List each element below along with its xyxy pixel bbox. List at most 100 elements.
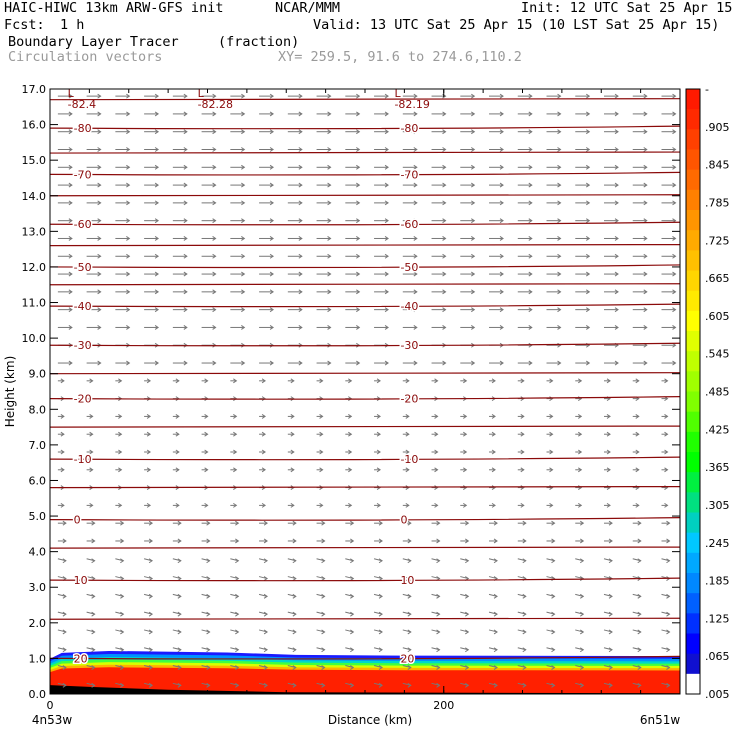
vector-arrow-head xyxy=(68,218,73,224)
y-tick-label: 7.0 xyxy=(29,439,47,452)
colorbar-swatch xyxy=(686,129,700,150)
vector-arrow-head xyxy=(91,611,96,617)
contour-line xyxy=(49,485,681,489)
vector-arrow-head xyxy=(290,467,295,473)
vector-arrow-head xyxy=(413,236,418,241)
vector-arrow-head xyxy=(434,413,439,419)
vector-arrow-head xyxy=(269,360,274,366)
vector-arrow-head xyxy=(319,467,324,473)
vector-arrow-head xyxy=(97,253,102,259)
contour-line xyxy=(49,264,681,269)
vector-arrow-head xyxy=(499,147,504,152)
vector-arrow-head xyxy=(327,271,332,277)
vector-arrow-head xyxy=(405,431,410,437)
vector-arrow-head xyxy=(350,520,355,526)
vector-arrow-head xyxy=(356,93,361,99)
vector-arrow-head xyxy=(148,576,154,581)
vector-arrow-head xyxy=(471,147,476,152)
vector-arrow-head xyxy=(463,502,468,508)
vector-arrow-head xyxy=(528,129,533,135)
vector-arrow-head xyxy=(68,253,73,259)
vector-arrow-head xyxy=(321,665,326,670)
vector-arrow-head xyxy=(643,360,648,366)
vector-arrow-head xyxy=(557,164,562,170)
vector-arrow-head xyxy=(68,325,73,330)
vector-arrow-head xyxy=(579,538,585,544)
colorbar-swatch xyxy=(686,351,700,372)
vector-arrow-head xyxy=(298,360,303,366)
vector-arrow-head xyxy=(183,271,188,277)
vector-arrow-head xyxy=(183,253,188,259)
vector-arrow-head xyxy=(235,665,240,670)
vector-arrow-head xyxy=(60,449,65,455)
vector-arrow-head xyxy=(177,593,182,599)
vector-arrow-head xyxy=(493,520,498,526)
vector-arrow-head xyxy=(579,647,585,653)
vector-arrow-head xyxy=(62,520,67,526)
vector-arrow-head xyxy=(154,111,160,117)
vector-arrow-head xyxy=(126,129,131,135)
vector-arrow-head xyxy=(241,218,246,224)
y-tick-label: 15.0 xyxy=(22,154,47,167)
vector-arrow-head xyxy=(499,218,504,224)
vector-arrow-head xyxy=(263,538,268,544)
vector-arrow-head xyxy=(471,129,476,135)
vector-arrow-head xyxy=(298,164,303,170)
vector-arrow-head xyxy=(491,431,496,437)
vector-arrow-head xyxy=(528,271,533,277)
vector-arrow-head xyxy=(413,218,418,224)
vector-arrow-head xyxy=(614,360,619,366)
vector-arrow-head xyxy=(183,164,188,170)
vector-arrow-head xyxy=(146,449,152,455)
vector-arrow-head xyxy=(204,502,209,508)
vector-arrow-head xyxy=(292,629,297,635)
vector-arrow-head xyxy=(664,431,669,437)
vector-arrow-head xyxy=(557,236,562,241)
colorbar-label: .305 xyxy=(705,499,730,512)
contour-label: -20 xyxy=(74,393,92,406)
vector-arrow-head xyxy=(327,236,332,241)
vector-arrow-head xyxy=(350,629,355,635)
cross-section-coords: XY= 259.5, 91.6 to 274.6,110.2 xyxy=(278,49,522,65)
vector-arrow-head xyxy=(471,164,476,170)
colorbar-swatch xyxy=(686,492,700,513)
vector-arrow-head xyxy=(442,253,447,259)
vector-arrow-head xyxy=(118,449,123,455)
contour-line xyxy=(49,283,681,286)
vector-arrow-head xyxy=(97,182,102,188)
vector-arrow-head xyxy=(491,378,496,384)
colorbar-label: .365 xyxy=(705,461,730,474)
vector-arrow-head xyxy=(666,538,671,544)
vector-arrow-head xyxy=(413,271,418,277)
vector-arrow-head xyxy=(491,449,496,455)
vector-arrow-head xyxy=(97,129,102,135)
y-tick-label: 2.0 xyxy=(29,617,47,630)
x-tick-label: 200 xyxy=(433,699,454,712)
vector-arrow-head xyxy=(292,520,297,526)
vector-arrow-head xyxy=(664,502,669,508)
vector-arrow-head xyxy=(146,413,152,419)
vector-arrow-head xyxy=(407,593,412,599)
vector-arrow-head xyxy=(327,111,332,117)
contour-label: -50 xyxy=(74,261,92,274)
vector-arrow-head xyxy=(608,665,613,670)
vector-arrow-head xyxy=(520,502,525,508)
vector-arrow-head xyxy=(348,467,353,473)
vector-arrow-head xyxy=(376,413,381,419)
vector-arrow-head xyxy=(520,449,525,455)
vector-arrow-head xyxy=(471,236,476,241)
vector-arrow-head xyxy=(183,307,188,313)
vector-arrow-head xyxy=(436,558,441,564)
vector-arrow-head xyxy=(442,164,447,170)
vector-arrow-head xyxy=(579,611,585,617)
vector-arrow-head xyxy=(471,218,476,224)
contour-line xyxy=(49,546,681,549)
vector-arrow-head xyxy=(413,325,418,330)
vector-arrow-head xyxy=(154,253,160,259)
vector-arrow-head xyxy=(436,611,441,617)
vector-arrow-head xyxy=(175,449,180,455)
vector-arrow-head xyxy=(436,629,441,635)
low-marker: L xyxy=(198,87,205,100)
vector-arrow-head xyxy=(68,307,73,313)
low-value: -82.28 xyxy=(198,98,233,111)
